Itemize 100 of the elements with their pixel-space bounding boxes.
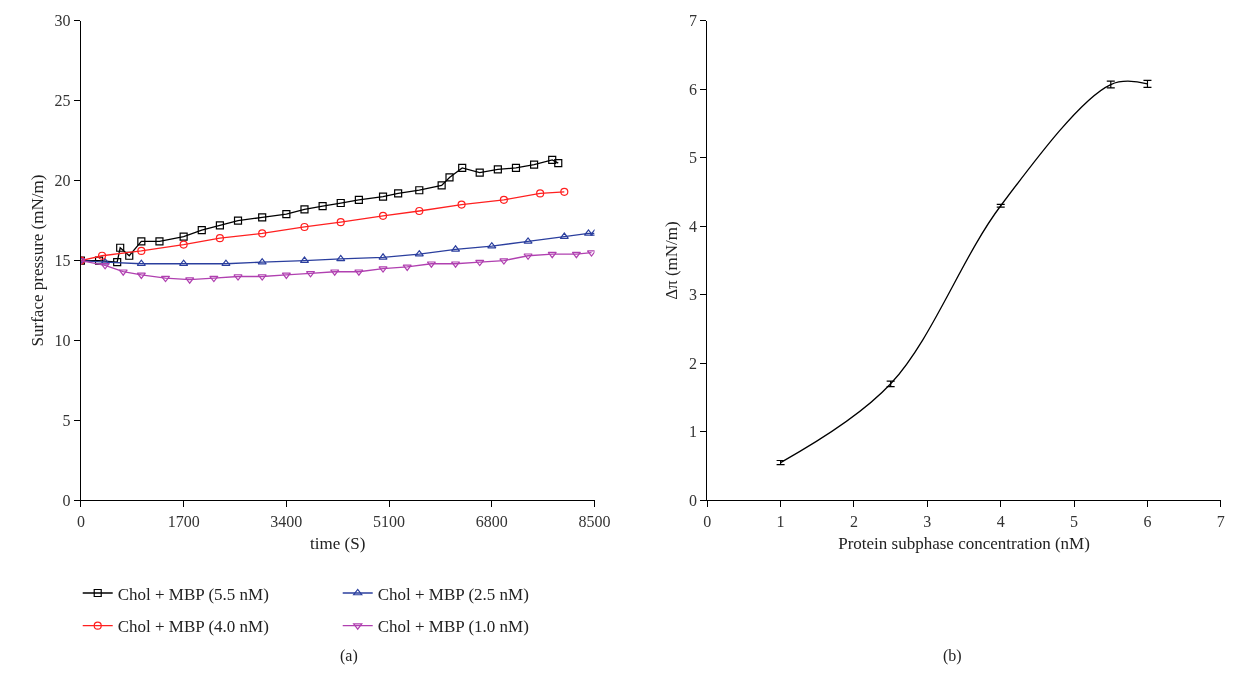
point [137,246,146,256]
y-tick-label: 7 [688,12,697,30]
point [136,259,146,267]
text: (b) [943,647,962,665]
x-tick-label: 6 [1143,512,1152,530]
point [233,216,243,225]
point [125,251,134,260]
point [378,253,388,260]
x-tick-label: 6800 [475,512,508,530]
point [300,222,309,232]
point [257,274,267,281]
point [457,200,466,209]
point [221,259,231,267]
x-tick-label: 7 [1216,512,1225,530]
point [209,275,219,283]
point [179,232,188,241]
point [354,195,363,204]
point [282,210,291,219]
point [547,251,557,259]
point [336,218,345,227]
point [257,258,267,265]
x-tick-label: 5100 [373,512,406,530]
point [305,270,316,278]
x-tick-label: 1700 [167,512,200,530]
point [445,173,454,182]
point [179,259,189,267]
x-tick-label: 4 [996,512,1005,530]
point [155,237,164,246]
y-tick-label: 0 [62,491,71,509]
point [258,229,267,238]
point [118,269,128,276]
point [100,262,110,270]
y-tick-label: 0 [688,491,697,509]
y-tick-label: 2 [688,354,697,372]
point [215,221,224,230]
y-tick-label: 4 [688,217,697,235]
point [137,237,146,246]
point [233,274,243,281]
point [258,213,267,222]
point [458,163,467,172]
y-axis-title: Δπ (mN/m) [662,221,682,300]
point [402,264,412,272]
legend-label: Chol + MBP (5.5 nM) [117,584,269,604]
point [560,187,569,196]
y-tick-label: 25 [54,92,71,110]
point [179,240,188,249]
x-axis-title: Protein subphase concentration (nM) [838,533,1090,553]
point [94,256,104,265]
point [415,186,424,195]
point [511,163,521,172]
point [571,251,582,259]
point [415,206,424,216]
point [394,189,403,198]
y-tick-label: 6 [688,80,697,98]
point [523,253,533,260]
y-tick-label: 10 [54,332,71,350]
point [300,205,309,214]
point [215,234,224,243]
point [559,232,569,239]
point [475,259,485,267]
x-tick-label: 2 [849,512,858,530]
point [530,160,539,169]
point [116,243,125,252]
point [586,250,595,257]
y-tick-label: 5 [688,149,697,167]
point [437,181,446,190]
y-tick-label: 20 [54,172,71,190]
y-tick-label: 15 [54,252,71,270]
point [160,275,171,283]
point [281,272,291,280]
y-tick-label: 1 [688,423,697,441]
x-tick-label: 3400 [270,512,303,530]
point [336,254,346,262]
x-tick-label: 0 [76,512,85,530]
point [475,168,484,177]
point [548,155,557,164]
point [97,251,107,260]
point [136,272,146,280]
point [536,189,545,198]
point [378,192,388,201]
point [100,258,110,265]
y-tick-label: 5 [62,411,71,429]
point [336,198,345,208]
legend-label: Chol + MBP (2.5 nM) [377,584,529,604]
point [354,269,364,276]
x-tick-label: 0 [703,512,712,530]
x-tick-label: 5 [1070,512,1079,530]
point [499,195,508,204]
point [185,277,195,284]
point [414,250,424,257]
legend-label: Chol + MBP (4.0 nM) [117,617,269,637]
text: (a) [340,647,358,665]
legend-label: Chol + MBP (1.0 nM) [377,617,529,637]
x-tick-label: 3 [923,512,932,530]
point [523,237,533,244]
x-axis-title: time (S) [310,533,366,553]
y-axis-title: Surface pressure (mN/m) [28,174,48,347]
point [330,269,340,276]
point [499,258,509,265]
y-tick-label: 3 [688,286,697,304]
